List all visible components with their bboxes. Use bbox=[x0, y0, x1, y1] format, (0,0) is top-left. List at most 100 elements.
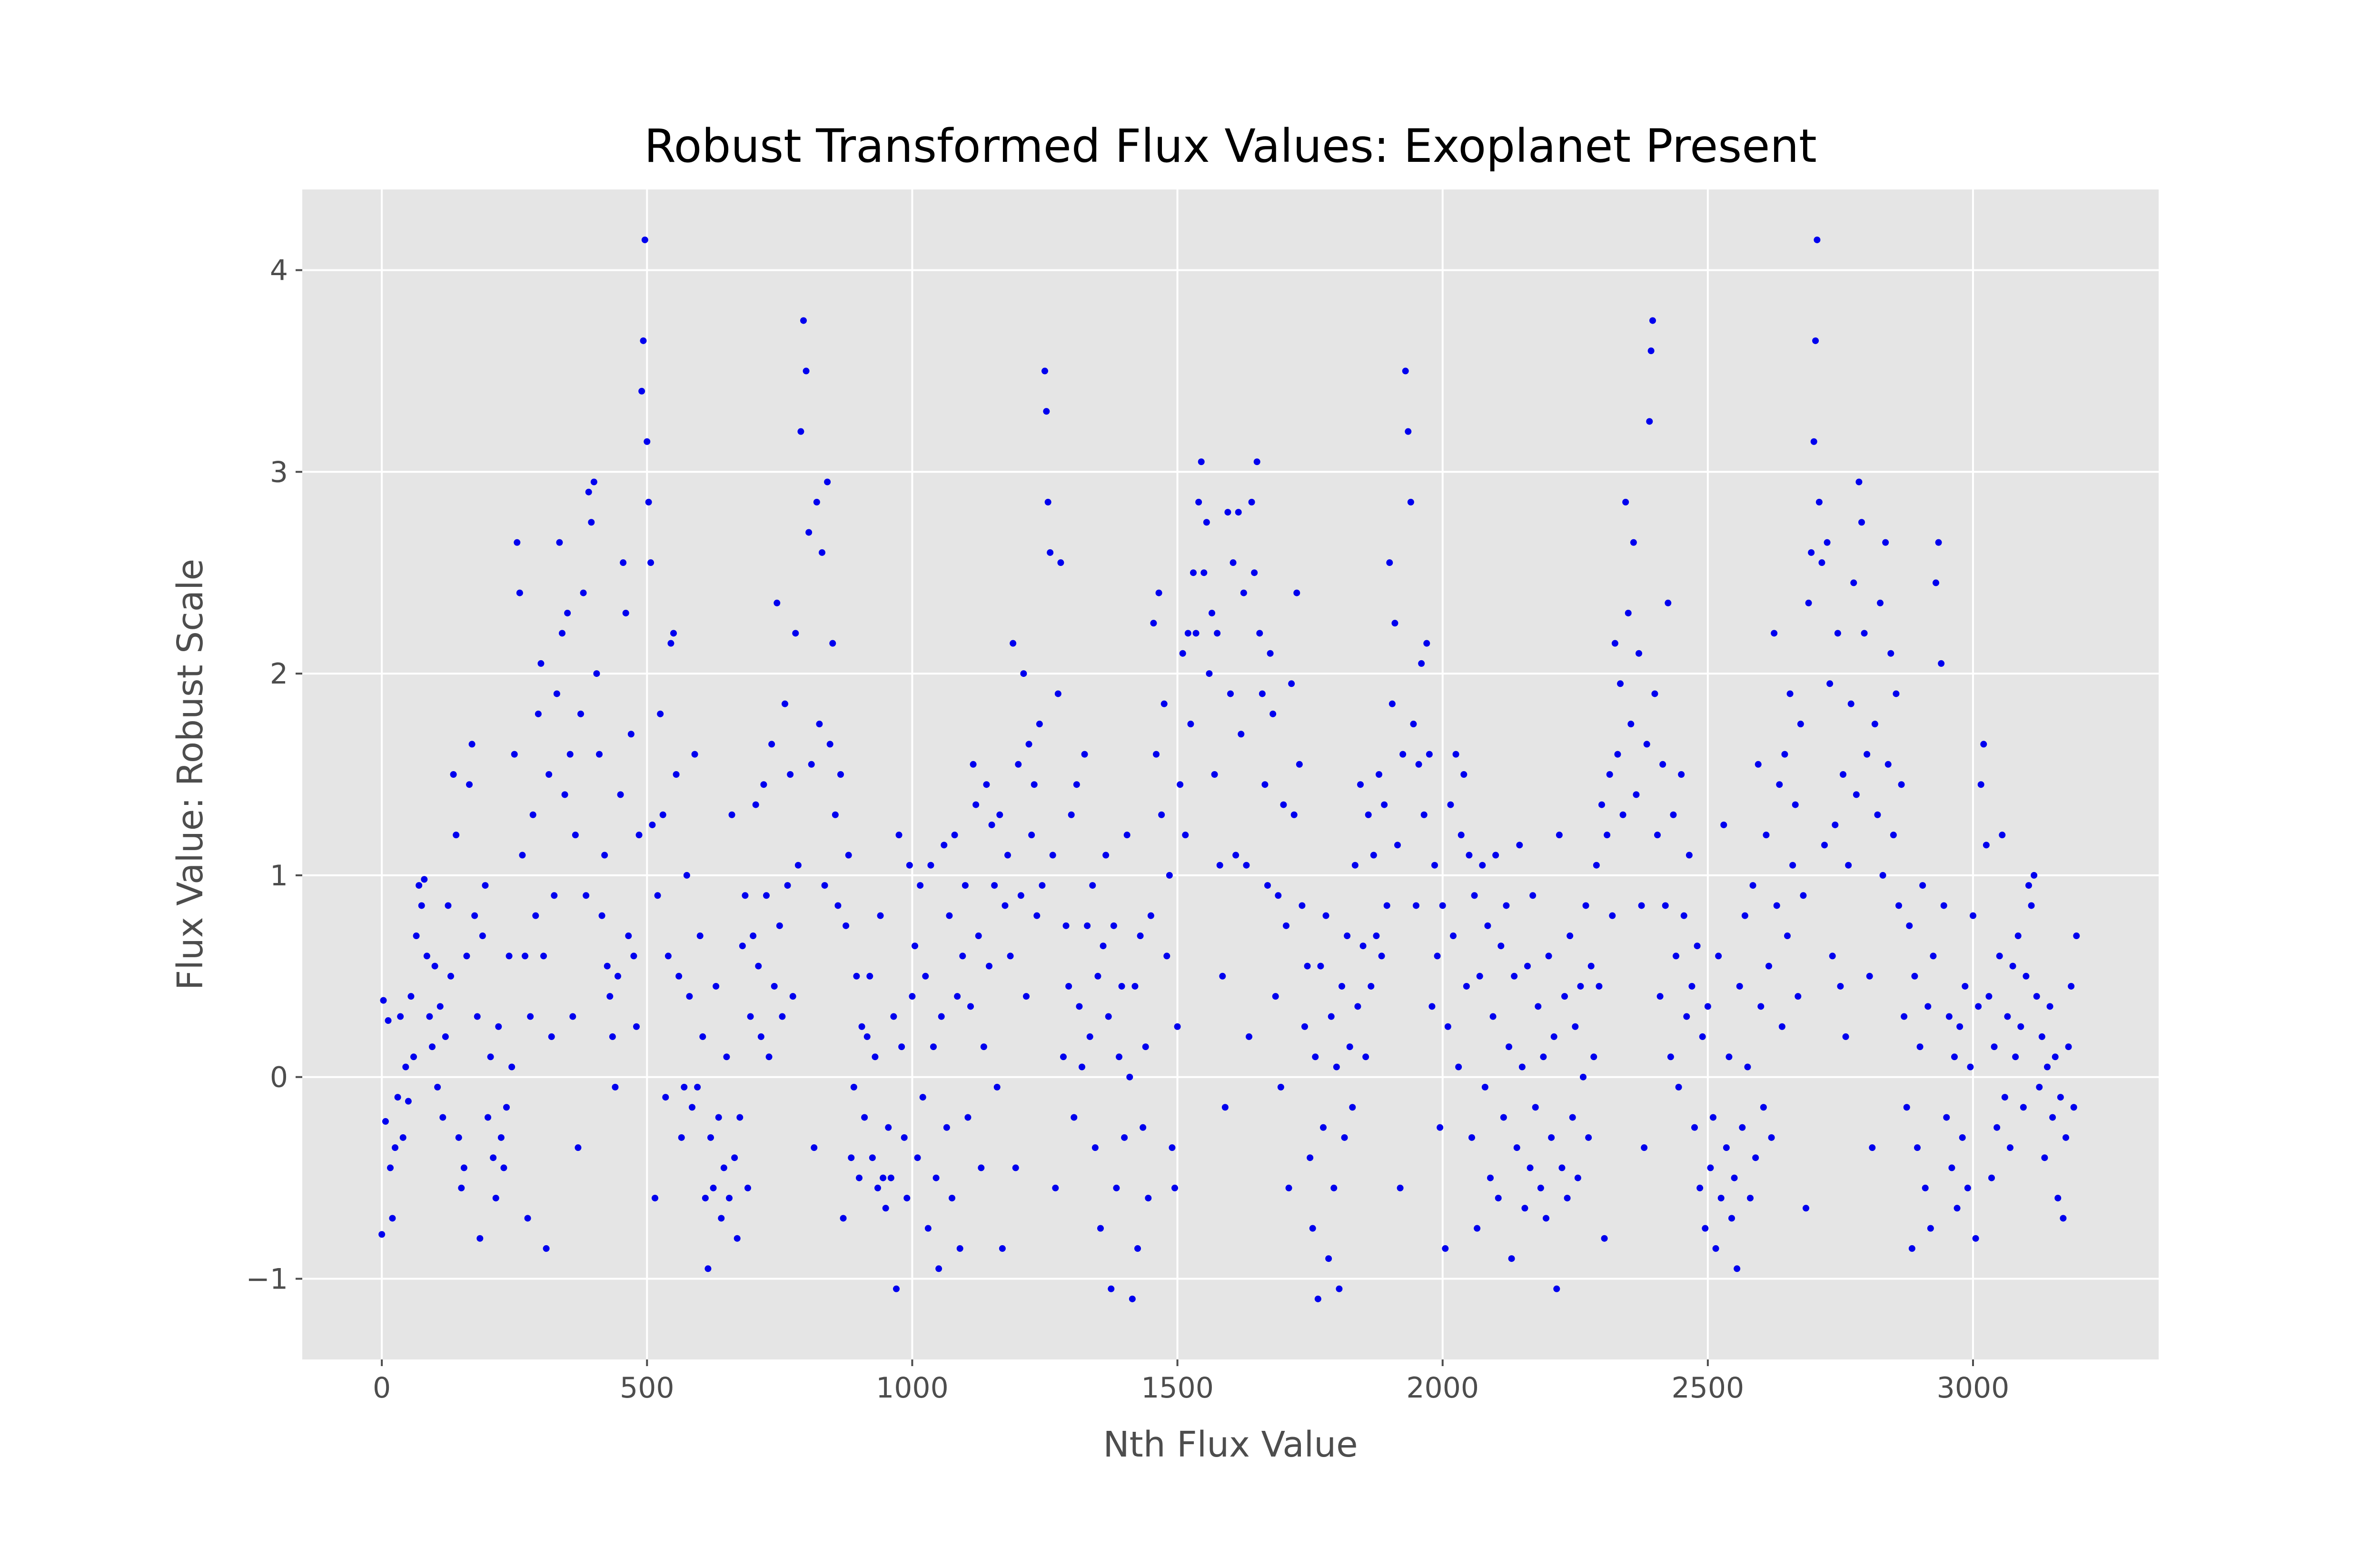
data-point bbox=[638, 387, 645, 395]
data-point bbox=[1301, 1023, 1308, 1030]
data-point bbox=[768, 741, 775, 748]
data-point bbox=[1930, 952, 1937, 960]
data-point bbox=[1906, 922, 1913, 929]
data-point bbox=[508, 1063, 516, 1071]
data-point bbox=[1694, 942, 1701, 950]
data-point bbox=[585, 488, 592, 496]
data-point bbox=[1665, 599, 1672, 606]
y-tick-label: 1 bbox=[270, 859, 288, 892]
data-point bbox=[1444, 1023, 1451, 1030]
data-point bbox=[662, 1094, 669, 1101]
data-point bbox=[1214, 630, 1221, 637]
data-point bbox=[1792, 801, 1799, 808]
data-point bbox=[1195, 498, 1202, 506]
data-point bbox=[1911, 972, 1918, 980]
data-point bbox=[1933, 579, 1939, 586]
data-point bbox=[1094, 972, 1101, 980]
x-tick-label: 1000 bbox=[876, 1371, 949, 1405]
data-point bbox=[479, 932, 486, 940]
data-point bbox=[431, 962, 438, 970]
data-point bbox=[1527, 1164, 1534, 1171]
data-point bbox=[1983, 842, 1990, 849]
data-point bbox=[1959, 1134, 1966, 1141]
data-point bbox=[1362, 1053, 1369, 1061]
data-point bbox=[1272, 993, 1279, 1000]
data-point bbox=[917, 882, 924, 889]
data-point bbox=[1370, 852, 1377, 859]
data-point bbox=[1879, 872, 1886, 879]
data-point bbox=[1320, 1124, 1327, 1131]
data-point bbox=[1091, 1144, 1099, 1151]
data-point bbox=[1383, 902, 1390, 909]
data-point bbox=[1707, 1164, 1714, 1171]
data-point bbox=[1131, 982, 1139, 990]
data-point bbox=[1489, 1013, 1497, 1020]
data-point bbox=[1137, 932, 1144, 940]
data-point bbox=[1943, 1114, 1950, 1121]
data-point bbox=[1187, 721, 1194, 728]
data-point bbox=[2033, 993, 2040, 1000]
data-point bbox=[1691, 1124, 1698, 1131]
data-point bbox=[1882, 539, 1889, 546]
data-point bbox=[774, 599, 781, 606]
data-point bbox=[776, 922, 783, 929]
data-point bbox=[742, 892, 749, 899]
data-point bbox=[1712, 1245, 1719, 1252]
data-point bbox=[962, 882, 969, 889]
data-point bbox=[699, 1033, 706, 1040]
data-point bbox=[1376, 771, 1382, 778]
data-point bbox=[927, 862, 934, 869]
data-point bbox=[620, 559, 627, 566]
data-point bbox=[1339, 982, 1345, 990]
data-point bbox=[784, 882, 791, 889]
data-point bbox=[704, 1265, 712, 1272]
data-point bbox=[975, 932, 982, 940]
data-point bbox=[1633, 791, 1640, 798]
data-point bbox=[1368, 982, 1375, 990]
data-point bbox=[1378, 952, 1385, 960]
data-point bbox=[1803, 1205, 1809, 1212]
data-point bbox=[1357, 781, 1364, 788]
data-point bbox=[887, 1174, 894, 1181]
data-point bbox=[1916, 1043, 1924, 1051]
data-point bbox=[387, 1164, 394, 1171]
data-point bbox=[1956, 1023, 1964, 1030]
data-point bbox=[551, 892, 558, 899]
data-point bbox=[829, 640, 836, 647]
data-point bbox=[1869, 1144, 1876, 1151]
data-point bbox=[1033, 912, 1041, 919]
data-point bbox=[1084, 922, 1091, 929]
data-point bbox=[670, 630, 677, 637]
data-point bbox=[1177, 781, 1184, 788]
data-point bbox=[641, 236, 648, 243]
data-point bbox=[1919, 882, 1926, 889]
data-point bbox=[723, 1053, 730, 1061]
data-point bbox=[1850, 579, 1857, 586]
data-point bbox=[524, 1215, 531, 1222]
data-point bbox=[1049, 852, 1056, 859]
data-point bbox=[553, 690, 560, 697]
data-point bbox=[1206, 670, 1213, 677]
data-point bbox=[1484, 922, 1491, 929]
data-point bbox=[1333, 1063, 1340, 1071]
data-point bbox=[1866, 972, 1873, 980]
data-point bbox=[792, 630, 799, 637]
data-point bbox=[2009, 962, 2016, 970]
data-point bbox=[1518, 1063, 1526, 1071]
x-tick-label: 0 bbox=[373, 1371, 391, 1405]
x-axis-label: Nth Flux Value bbox=[1103, 1424, 1358, 1465]
data-point bbox=[1256, 630, 1263, 637]
data-point bbox=[1028, 832, 1035, 839]
data-point bbox=[426, 1013, 433, 1020]
data-point bbox=[1734, 1265, 1741, 1272]
data-point bbox=[1890, 832, 1897, 839]
data-point bbox=[1954, 1205, 1961, 1212]
data-point bbox=[850, 1083, 857, 1091]
data-point bbox=[1253, 458, 1260, 466]
data-point bbox=[1044, 498, 1051, 506]
data-point bbox=[1346, 1043, 1353, 1051]
data-point bbox=[1481, 1083, 1488, 1091]
data-point bbox=[1081, 751, 1088, 758]
data-point bbox=[633, 1023, 640, 1030]
data-point bbox=[1667, 1053, 1674, 1061]
